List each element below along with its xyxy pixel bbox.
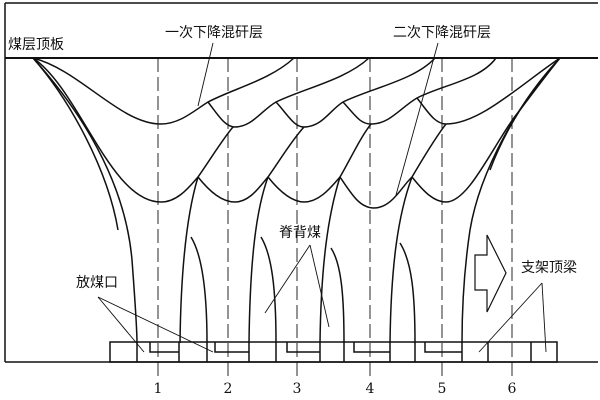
arch (32, 57, 234, 203)
support-number-1: 1 (153, 381, 163, 397)
support-number-5: 5 (437, 381, 447, 397)
second-descent-layer (32, 57, 561, 209)
support-canopy-label: 支架顶梁 (521, 260, 577, 276)
right-boundary-inner (489, 57, 561, 171)
column-line (179, 176, 199, 344)
support-centerlines (157, 58, 513, 378)
canopy-dividers (136, 342, 532, 362)
ridge-curve (330, 247, 345, 344)
leader-canopy (478, 282, 543, 353)
leader-canopy (541, 282, 547, 353)
drawing-opening (353, 342, 390, 353)
arch (416, 57, 561, 125)
left-boundary-inner (32, 57, 119, 231)
coal-columns (179, 176, 416, 344)
arch (342, 57, 497, 125)
ridge-coal-label: 脊背煤 (279, 225, 321, 241)
support-number-6: 6 (507, 381, 517, 397)
ridge-curve (190, 236, 208, 344)
leader-opening (97, 296, 214, 353)
leader-second-descent (395, 42, 439, 196)
leader-ridge-coal (264, 244, 311, 314)
leader-opening (97, 296, 145, 353)
roof-label: 煤层顶板 (8, 37, 64, 53)
column-line (389, 176, 413, 344)
drawing-opening (424, 342, 462, 353)
first-descent-layer (32, 57, 561, 128)
drawing-opening (214, 342, 249, 353)
arch (197, 126, 305, 203)
column-line (319, 176, 341, 344)
right-boundary (461, 57, 561, 344)
frame (4, 2, 598, 363)
support-canopies (109, 341, 558, 363)
leader-lines (97, 42, 547, 353)
drawing-opening-label: 放煤口 (76, 275, 118, 291)
support-number-2: 2 (223, 381, 233, 397)
leader-first-descent (197, 42, 214, 107)
support-number-3: 3 (292, 381, 302, 397)
first-descent-label: 一次下降混矸层 (165, 25, 263, 41)
left-boundary (32, 57, 138, 344)
ridge-curve (399, 242, 416, 344)
arch (32, 57, 295, 125)
canopy-row (109, 341, 558, 363)
drawing-opening (286, 342, 320, 353)
arch (267, 123, 372, 203)
advance-arrow-icon (474, 234, 507, 313)
drawing-opening (149, 342, 179, 353)
second-descent-label: 二次下降混矸层 (393, 25, 491, 41)
support-number-4: 4 (365, 381, 375, 397)
arch (339, 123, 447, 209)
ridge-curve (260, 236, 277, 344)
arch (275, 57, 436, 128)
arch (207, 57, 370, 128)
arch (411, 57, 561, 203)
column-line (248, 176, 269, 344)
leader-ridge-coal (309, 244, 330, 328)
